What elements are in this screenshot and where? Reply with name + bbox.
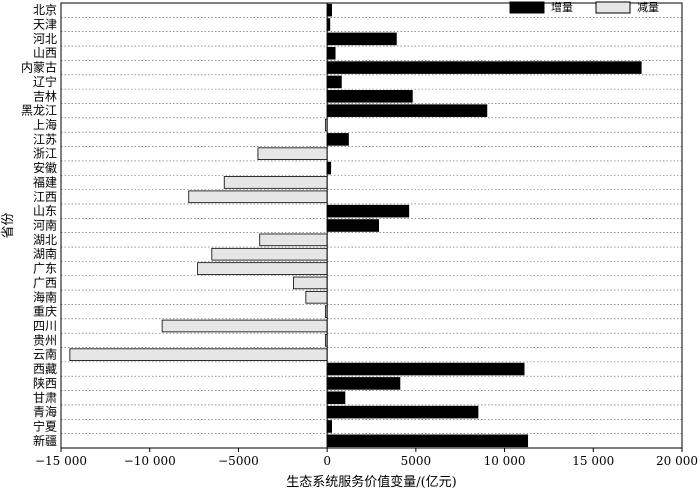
- bar-increase: [326, 90, 413, 103]
- bar-decrease: [305, 290, 328, 304]
- bar-increase: [326, 405, 479, 419]
- category-label: 青海: [33, 404, 57, 419]
- category-label: 四川: [33, 319, 57, 333]
- bar-decrease: [197, 262, 328, 275]
- bar-increase: [326, 75, 342, 89]
- x-tick-label: 5000: [401, 454, 432, 468]
- category-label: 吉林: [33, 89, 57, 103]
- category-label: 山东: [33, 204, 57, 218]
- category-label: 广东: [33, 262, 57, 276]
- category-label: 河北: [33, 32, 57, 46]
- bar-decrease: [161, 319, 328, 333]
- category-label: 宁夏: [33, 418, 57, 433]
- category-label: 北京: [33, 3, 57, 17]
- category-label: 江苏: [33, 132, 57, 146]
- bar-increase: [326, 61, 642, 74]
- category-label: 内蒙古: [21, 60, 57, 75]
- category-label: 江西: [33, 190, 57, 204]
- bar-decrease: [223, 176, 328, 189]
- x-tick-label: 0: [323, 454, 331, 468]
- bar-increase: [326, 104, 488, 117]
- bar-increase: [326, 391, 346, 405]
- x-tick-label: 10 000: [484, 454, 526, 468]
- bar-increase: [326, 420, 332, 433]
- bar-increase: [326, 434, 529, 448]
- category-label: 山西: [33, 46, 57, 60]
- legend-label-increase: 增量: [551, 0, 573, 14]
- x-tick-label: −15 000: [35, 454, 87, 468]
- category-label: 广西: [33, 276, 57, 290]
- category-label: 云南: [33, 347, 57, 362]
- y-axis-title: 省份: [1, 212, 16, 238]
- bar-increase: [326, 362, 525, 376]
- x-axis-title: 生态系统服务价值变量/(亿元): [286, 474, 457, 490]
- legend-swatch-decrease: [595, 1, 631, 14]
- category-label: 贵州: [33, 333, 57, 347]
- bar-increase: [326, 377, 401, 390]
- bar-decrease: [259, 233, 328, 247]
- bar-increase: [326, 219, 379, 232]
- bar-increase: [326, 46, 336, 60]
- bar-decrease: [257, 147, 328, 161]
- bar-decrease: [293, 276, 328, 290]
- bars: [69, 3, 642, 448]
- category-labels: 北京天津河北山西内蒙古辽宁吉林黑龙江上海江苏浙江安徽福建江西山东河南湖北湖南广东…: [21, 3, 57, 448]
- category-label: 浙江: [33, 147, 57, 161]
- category-label: 河南: [33, 218, 57, 233]
- bar-decrease: [188, 190, 328, 204]
- legend-swatch-increase: [509, 1, 545, 14]
- bar-increase: [326, 204, 410, 218]
- category-label: 辽宁: [33, 74, 57, 89]
- plot-frame: [60, 2, 683, 449]
- legend: 增量 减量: [509, 0, 659, 14]
- bar-increase: [326, 133, 349, 146]
- x-tick-label: 15 000: [572, 454, 614, 468]
- x-tick-label: 20 000: [656, 454, 698, 468]
- legend-label-decrease: 减量: [637, 1, 659, 14]
- x-axis-ticks: −15 000 −10 000 −5000 0 5000 10 000 15 000 20 0…: [35, 448, 698, 468]
- category-label: 天津: [33, 18, 57, 32]
- category-label: 陕西: [33, 375, 57, 390]
- category-label: 新疆: [33, 433, 57, 448]
- x-tick-label: −10 000: [124, 454, 176, 468]
- category-label: 湖南: [33, 246, 57, 261]
- bar-decrease: [69, 348, 328, 361]
- category-label: 上海: [33, 117, 57, 132]
- category-label: 西藏: [33, 362, 57, 376]
- bar-increase: [326, 3, 332, 17]
- category-label: 福建: [33, 174, 57, 189]
- category-label: 海南: [33, 289, 57, 304]
- category-label: 湖北: [33, 232, 57, 247]
- category-label: 重庆: [33, 305, 57, 319]
- bar-increase: [326, 32, 397, 46]
- category-label: 黑龙江: [21, 104, 57, 118]
- category-label: 安徽: [33, 160, 57, 175]
- category-label: 甘肃: [33, 391, 57, 405]
- bar-increase: [326, 161, 332, 175]
- bar-decrease: [211, 247, 328, 261]
- x-tick-label: −5000: [218, 454, 259, 468]
